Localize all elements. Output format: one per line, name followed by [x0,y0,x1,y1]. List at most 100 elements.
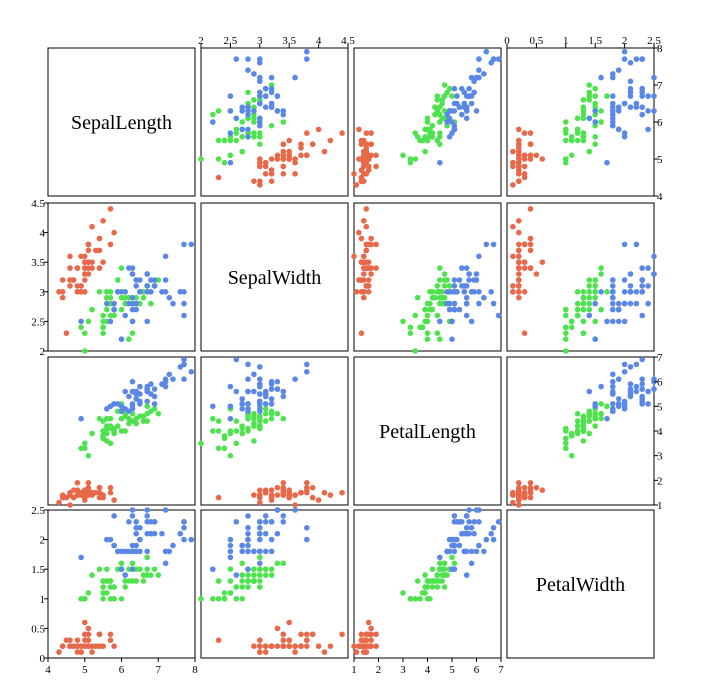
point-s2-31-petal-length-vs-sepal-length [188,369,195,375]
point-s2-23-petal-length-vs-sepal-width [239,406,245,412]
point-s2-45-petal-length-vs-petal-width [639,398,645,405]
point-s2-45-sepal-width-vs-sepal-length [144,289,150,295]
point-s0-41-sepal-width-vs-sepal-length [63,330,70,337]
point-s1-0-sepal-length-vs-petal-length [441,82,448,88]
point-s1-10-petal-width-vs-sepal-width [198,596,204,602]
point-s2-8-sepal-width-vs-petal-width [610,318,616,325]
panel-sepal-length-vs-sepal-length [47,47,196,197]
point-s1-35-sepal-width-vs-petal-width [598,265,604,271]
point-s2-0-petal-length-vs-sepal-length [129,378,136,385]
point-s2-14-petal-width-vs-petal-length [451,513,458,519]
point-s2-9-sepal-length-vs-sepal-width [292,74,298,81]
point-s2-39-petal-width-vs-sepal-width [262,530,269,537]
x-tick-label-petal-width-0: 0 [504,35,510,47]
point-s0-41-sepal-length-vs-petal-width [521,174,528,181]
point-s2-34-sepal-width-vs-petal-length [463,312,470,319]
point-s2-6-petal-width-vs-sepal-width [227,554,234,561]
point-s0-49-sepal-length-vs-petal-length [361,156,367,162]
point-s1-8-sepal-width-vs-sepal-length [140,294,147,301]
point-s0-44-sepal-width-vs-petal-width [527,241,534,248]
point-s1-9-petal-width-vs-sepal-width [239,572,245,578]
point-s2-48-sepal-length-vs-sepal-width [280,111,287,118]
point-s0-37-sepal-length-vs-sepal-width [292,159,298,166]
point-s2-30-petal-length-vs-petal-width [615,376,622,383]
point-s1-46-sepal-length-vs-sepal-width [251,130,257,136]
point-s1-45-petal-width-vs-sepal-length [107,584,114,590]
point-s2-6-petal-width-vs-petal-length [437,554,443,561]
point-s2-41-sepal-width-vs-petal-length [451,283,458,289]
point-s1-34-petal-width-vs-sepal-length [96,566,103,572]
point-s2-19-petal-length-vs-sepal-width [210,403,216,410]
point-s1-46-sepal-width-vs-sepal-length [107,294,114,301]
point-s1-48-sepal-length-vs-petal-length [400,152,406,159]
point-s2-12-sepal-width-vs-petal-width [627,289,634,295]
point-s2-36-petal-length-vs-sepal-width [280,388,287,395]
point-s2-25-petal-length-vs-petal-width [610,378,616,385]
x-tick-label-petal-width-5: 2.5 [647,35,661,47]
point-s2-20-petal-length-vs-sepal-length [151,386,158,392]
point-s1-39-sepal-width-vs-petal-width [580,318,587,325]
point-s1-12-sepal-width-vs-petal-width [563,336,569,343]
point-s2-22-sepal-length-vs-petal-width [621,56,628,62]
point-s0-31-petal-width-vs-petal-length [363,631,370,638]
x-tick-label-sepal-width-2: 3 [257,35,263,47]
point-s2-31-petal-width-vs-sepal-width [304,536,310,543]
point-s2-17-sepal-width-vs-petal-length [490,241,497,248]
point-s0-43-sepal-length-vs-sepal-width [286,156,293,162]
point-s2-7-sepal-width-vs-petal-length [481,294,487,301]
point-s1-33-petal-width-vs-petal-length [451,560,458,567]
point-s0-15-sepal-width-vs-sepal-length [107,206,114,212]
point-s2-6-sepal-width-vs-petal-width [604,318,610,325]
point-s1-3-sepal-width-vs-petal-length [424,330,431,337]
point-s2-43-sepal-width-vs-petal-width [639,277,645,283]
point-s2-42-sepal-length-vs-petal-width [615,126,622,133]
point-s0-19-sepal-width-vs-petal-width [521,241,528,248]
point-s1-29-petal-length-vs-sepal-length [107,440,114,447]
point-s1-16-sepal-length-vs-petal-width [592,134,598,140]
y-tick-label-petal-length-2: 3 [657,451,663,463]
point-s1-0-petal-length-vs-sepal-length [155,410,162,417]
point-s1-35-sepal-length-vs-sepal-width [280,119,287,125]
point-s1-8-petal-width-vs-sepal-length [140,578,147,584]
point-s2-9-petal-width-vs-sepal-length [162,507,169,513]
point-s0-49-petal-length-vs-petal-width [516,492,522,498]
point-s2-6-petal-length-vs-sepal-width [227,415,234,422]
point-s1-42-sepal-length-vs-sepal-width [233,126,240,133]
point-s2-37-sepal-width-vs-petal-width [610,283,616,289]
point-s2-20-petal-length-vs-petal-width [639,386,645,392]
point-s2-8-petal-length-vs-petal-width [610,383,616,390]
point-s1-9-petal-length-vs-petal-width [586,430,593,437]
point-s0-39-petal-width-vs-sepal-width [280,643,287,649]
point-s1-28-petal-width-vs-sepal-width [251,566,257,572]
point-s0-49-petal-length-vs-sepal-length [82,492,88,498]
point-s1-25-petal-length-vs-sepal-length [140,418,147,424]
point-s2-40-petal-width-vs-petal-length [463,513,470,519]
point-s0-32-sepal-length-vs-sepal-width [321,148,328,155]
diagonal-label-sepal-width: SepalWidth [228,267,322,289]
point-s2-41-petal-length-vs-sepal-width [262,401,269,407]
point-s1-47-petal-length-vs-petal-width [580,420,587,427]
point-s2-31-petal-length-vs-sepal-width [304,369,310,375]
point-s2-4-petal-width-vs-sepal-width [257,525,263,531]
y-tick-label-petal-length-3: 4 [657,426,663,438]
point-s2-47-petal-length-vs-petal-width [621,398,628,405]
point-s0-27-sepal-length-vs-sepal-width [286,148,293,155]
point-s0-15-petal-length-vs-sepal-width [339,489,345,496]
point-s0-45-petal-width-vs-petal-length [361,637,367,643]
point-s2-37-sepal-length-vs-sepal-width [262,104,269,110]
point-s1-28-petal-length-vs-sepal-width [251,415,257,422]
point-s1-42-petal-width-vs-sepal-width [233,584,240,590]
point-s2-39-sepal-width-vs-petal-length [459,283,465,289]
point-s2-17-sepal-length-vs-petal-width [633,56,640,62]
point-s2-49-petal-width-vs-sepal-length [115,548,121,555]
point-s2-43-petal-length-vs-sepal-length [148,381,154,387]
point-s0-14-petal-length-vs-sepal-width [315,497,322,503]
point-s2-31-sepal-width-vs-sepal-length [188,241,195,248]
point-s2-45-petal-width-vs-sepal-width [257,519,263,525]
point-s1-42-petal-width-vs-petal-length [424,584,431,590]
point-s1-45-sepal-width-vs-petal-width [574,289,581,295]
point-s2-43-sepal-length-vs-sepal-width [268,89,275,96]
point-s0-14-sepal-length-vs-sepal-width [315,126,322,133]
point-s2-41-sepal-length-vs-petal-length [451,85,458,92]
point-s0-13-petal-length-vs-sepal-width [257,499,263,506]
